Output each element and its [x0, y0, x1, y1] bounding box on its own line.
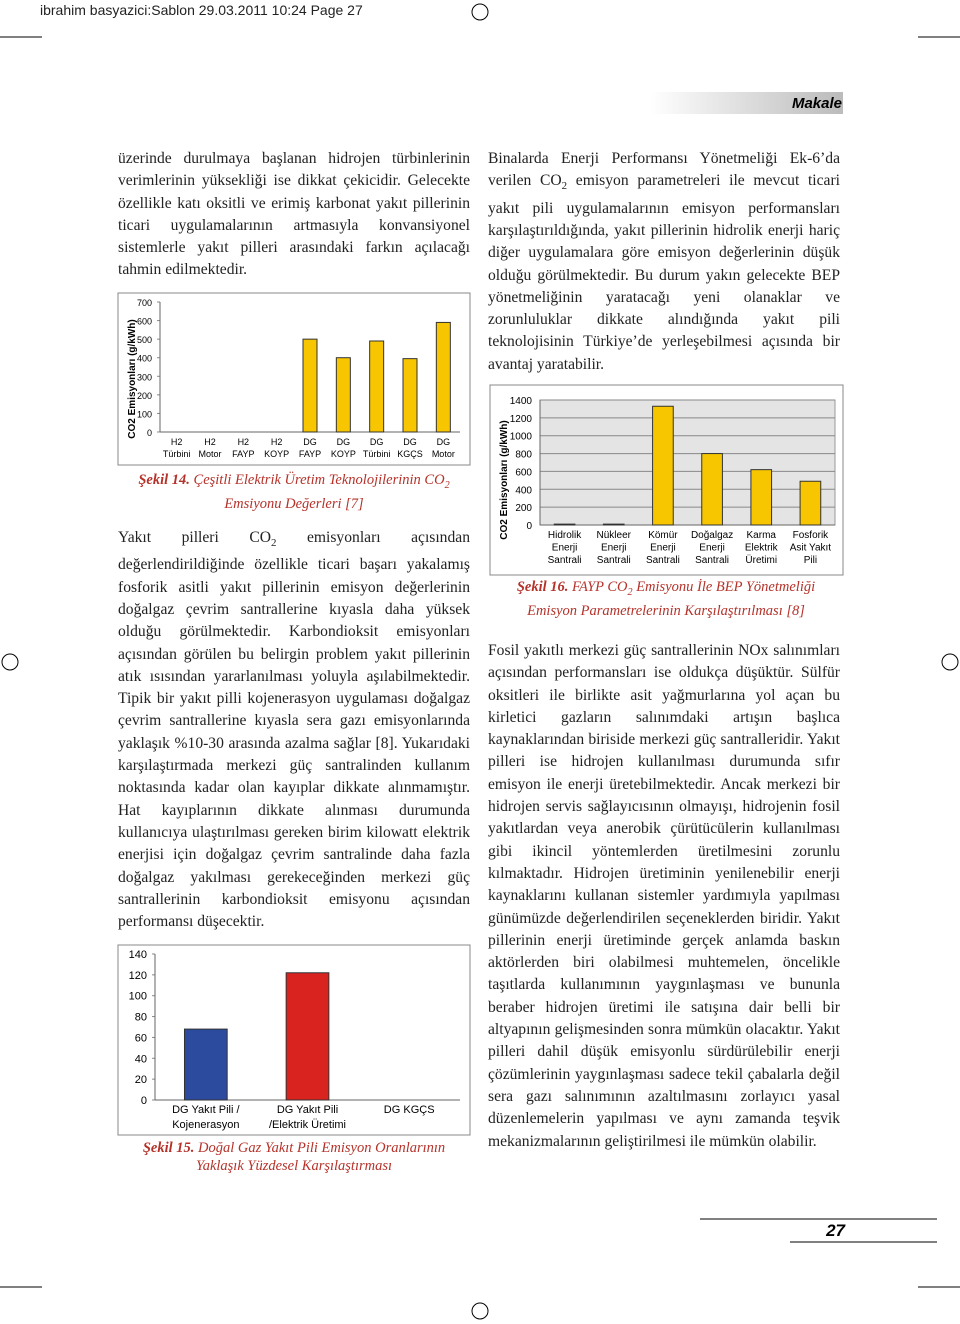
- text-run: Fosil yakıtlı merkezi güç santrallerinin…: [488, 642, 840, 1150]
- y-tick-label: 100: [137, 409, 152, 419]
- y-tick-label: 20: [135, 1074, 147, 1086]
- bar: [183, 1028, 228, 1101]
- caption: Şekil 15. Doğal Gaz Yakıt Pili Emisyon O…: [124, 1139, 464, 1175]
- text-run: FAYP CO: [572, 579, 628, 595]
- x-tick-label: DG KGÇS: [397, 437, 423, 459]
- text-run: üzerinde durulmaya başlanan hidrojen tür…: [118, 150, 470, 279]
- y-axis-label: CO2 Emisyonları (g/kWh): [499, 420, 510, 539]
- y-tick-label: 400: [137, 354, 152, 364]
- text-run: Doğal Gaz Yakıt Pili Emisyon Oranlarının…: [195, 1140, 446, 1174]
- y-tick-label: 100: [129, 991, 147, 1003]
- text-run: Yakıt pilleri CO: [118, 529, 272, 546]
- bar: [335, 357, 351, 433]
- y-tick-label: 80: [135, 1012, 147, 1024]
- x-tick-label: Hidrolik Enerji Santrali: [548, 530, 583, 566]
- paragraph: Yakıt pilleri CO2 emisyonları açısından …: [118, 527, 470, 933]
- reg-mark: [471, 1302, 489, 1320]
- y-tick-label: 600: [515, 467, 532, 478]
- paragraph: Binalarda Enerji Performansı Yönetmeliği…: [488, 148, 840, 376]
- page-number: 27: [825, 1221, 846, 1240]
- y-tick-label: 1400: [510, 396, 533, 407]
- y-tick-label: 200: [515, 503, 532, 514]
- y-tick-label: 200: [137, 391, 152, 401]
- x-tick-label: DG KGÇS: [384, 1104, 435, 1116]
- y-tick-label: 500: [137, 335, 152, 345]
- section: Makale: [792, 95, 842, 112]
- bar: [402, 358, 418, 433]
- y-tick-label: 140: [129, 949, 147, 961]
- x-tick-label: H2 KOYP: [264, 437, 289, 459]
- bar: [285, 972, 330, 1101]
- plot-area: [539, 399, 836, 526]
- caption: Şekil 14. Çeşitli Elektrik Üretim Teknol…: [124, 471, 464, 513]
- caption-label: Şekil 16.: [516, 579, 569, 595]
- x-tick-label: DG Motor: [432, 437, 455, 459]
- x-tick-label: DG FAYP: [299, 437, 321, 459]
- bar: [553, 523, 576, 526]
- y-tick-label: 400: [515, 485, 532, 496]
- x-tick-label: DG Türbini: [363, 437, 391, 459]
- bar: [652, 405, 674, 526]
- x-tick-label: H2 FAYP: [232, 437, 254, 459]
- bar: [302, 338, 318, 433]
- section-bar: [650, 92, 843, 114]
- bar: [750, 469, 773, 526]
- subscript: 2: [444, 479, 450, 491]
- y-tick-label: 700: [137, 298, 152, 308]
- x-tick-label: H2 Türbini: [163, 437, 191, 459]
- subscript: 2: [627, 586, 633, 598]
- subscript: 2: [561, 180, 568, 193]
- subscript: 2: [271, 537, 277, 550]
- y-tick-label: 40: [135, 1053, 147, 1065]
- y-tick-label: 120: [129, 970, 147, 982]
- y-tick-label: 0: [147, 428, 152, 438]
- y-tick-label: 600: [137, 317, 152, 327]
- x-tick-label: DG Yakıt Pili/Elektrik Üretimi: [269, 1104, 346, 1131]
- paragraph: Fosil yakıtlı merkezi güç santrallerinin…: [488, 640, 840, 1153]
- text-run: Binalarda Enerji Performansı Yönetmeliği…: [488, 150, 840, 190]
- slug: ibrahim basyazici:Sablon 29.03.2011 10:2…: [40, 2, 363, 18]
- y-tick-label: 1200: [510, 414, 533, 425]
- y-tick-label: 0: [526, 521, 532, 532]
- x-tick-label: H2 Motor: [198, 437, 221, 459]
- reg-mark: [471, 3, 489, 21]
- y-axis-label: CO2 Emisyonları (g/kWh): [127, 319, 138, 438]
- text-run: emisyon parametreleri ile mevcut ticari …: [488, 172, 841, 373]
- x-tick-label: Kömür Enerji Santrali: [646, 530, 680, 566]
- x-tick-label: DG Yakıt Pili / Kojenerasyon: [172, 1104, 240, 1131]
- x-tick-label: Doğalgaz Enerji Santrali: [691, 530, 733, 566]
- y-tick-label: 0: [141, 1095, 147, 1107]
- reg-mark: [1, 653, 19, 671]
- text-run: Çeşitli Elektrik Üretim Teknolojilerinin…: [193, 472, 445, 488]
- y-tick-label: 1000: [510, 432, 533, 443]
- y-tick-label: 800: [515, 450, 532, 461]
- bar: [369, 340, 385, 433]
- bar: [435, 321, 451, 433]
- x-tick-label: Nükleer Enerji Santrali: [597, 530, 632, 566]
- caption-label: Şekil 14.: [138, 472, 190, 488]
- caption-label: Şekil 15.: [142, 1140, 195, 1156]
- x-tick-label: Karma Elektrik Üretimi: [745, 530, 779, 566]
- reg-mark: [941, 653, 959, 671]
- text-run: Emsiyonu Değerleri [7]: [224, 495, 364, 512]
- text-run: emisyonları açısından değerlendirildiğin…: [118, 529, 470, 931]
- text-run: Emisyonu İle BEP Yönetmeliği Emisyon Par…: [527, 579, 816, 619]
- bar: [602, 523, 625, 526]
- y-tick-label: 300: [137, 372, 152, 382]
- bar: [701, 453, 723, 526]
- x-tick-label: DG KOYP: [331, 437, 356, 459]
- paragraph: üzerinde durulmaya başlanan hidrojen tür…: [118, 148, 470, 282]
- x-tick-label: Fosforik Asit Yakıt Pili: [790, 530, 832, 566]
- caption: Şekil 16. FAYP CO2 Emisyonu İle BEP Yöne…: [496, 578, 836, 620]
- bar: [799, 480, 822, 526]
- y-tick-label: 60: [135, 1032, 147, 1044]
